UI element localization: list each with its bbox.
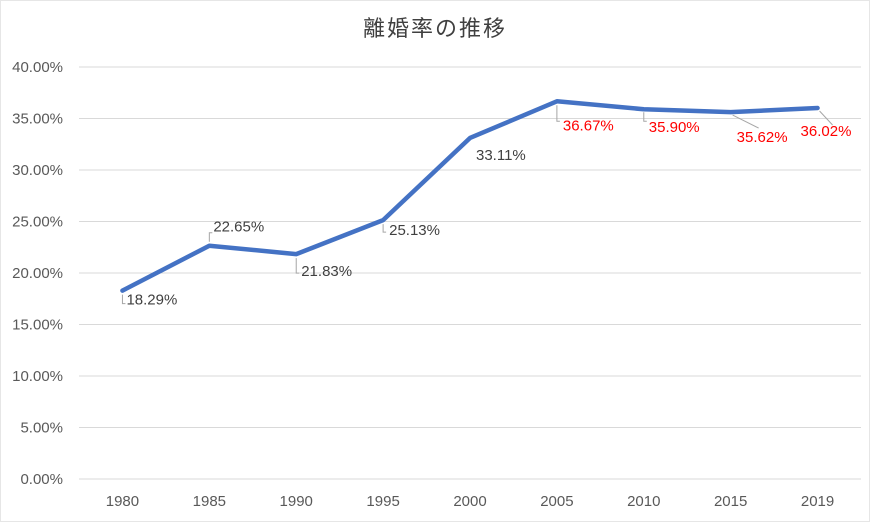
y-axis-tick: 25.00% (12, 214, 63, 231)
y-axis-tick: 0.00% (20, 471, 63, 488)
data-label-leader-line (732, 114, 759, 129)
x-axis-tick: 1985 (193, 493, 226, 510)
y-axis-tick: 35.00% (12, 111, 63, 128)
x-axis-tick: 2010 (627, 493, 660, 510)
data-label-leader-line (295, 258, 300, 274)
data-label: 36.67% (563, 117, 614, 134)
data-label-leader-line (819, 110, 833, 126)
data-label: 36.02% (801, 123, 852, 140)
y-axis-tick: 40.00% (12, 59, 63, 76)
y-axis-tick: 15.00% (12, 317, 63, 334)
divorce-rate-series-line (120, 99, 820, 293)
chart-title: 離婚率の推移 (362, 16, 507, 41)
y-axis-tick: 30.00% (12, 162, 63, 179)
x-axis-tick: 1995 (366, 493, 399, 510)
data-label-leader-line (382, 224, 387, 233)
data-label-leader-line (643, 112, 647, 122)
x-axis-tick: 1990 (280, 493, 313, 510)
data-label: 25.13% (389, 222, 440, 239)
x-axis-tick: 2000 (453, 493, 486, 510)
data-label: 22.65% (213, 219, 264, 236)
x-axis-tick: 2015 (714, 493, 747, 510)
y-axis-tick: 5.00% (20, 420, 63, 437)
x-axis-tick: 1980 (106, 493, 139, 510)
x-axis-tick: 2005 (540, 493, 573, 510)
data-label: 33.11% (476, 147, 526, 164)
data-label-leader-line (208, 232, 213, 242)
data-label: 18.29% (126, 292, 177, 309)
x-axis-tick: 2019 (801, 493, 834, 510)
data-label: 35.90% (649, 119, 700, 136)
data-label-leader-line (556, 105, 560, 122)
data-label: 21.83% (301, 263, 352, 280)
data-label: 35.62% (737, 129, 788, 146)
y-axis-tick: 20.00% (12, 265, 63, 282)
data-label-leader-line (121, 294, 126, 305)
y-axis-tick: 10.00% (12, 368, 63, 385)
